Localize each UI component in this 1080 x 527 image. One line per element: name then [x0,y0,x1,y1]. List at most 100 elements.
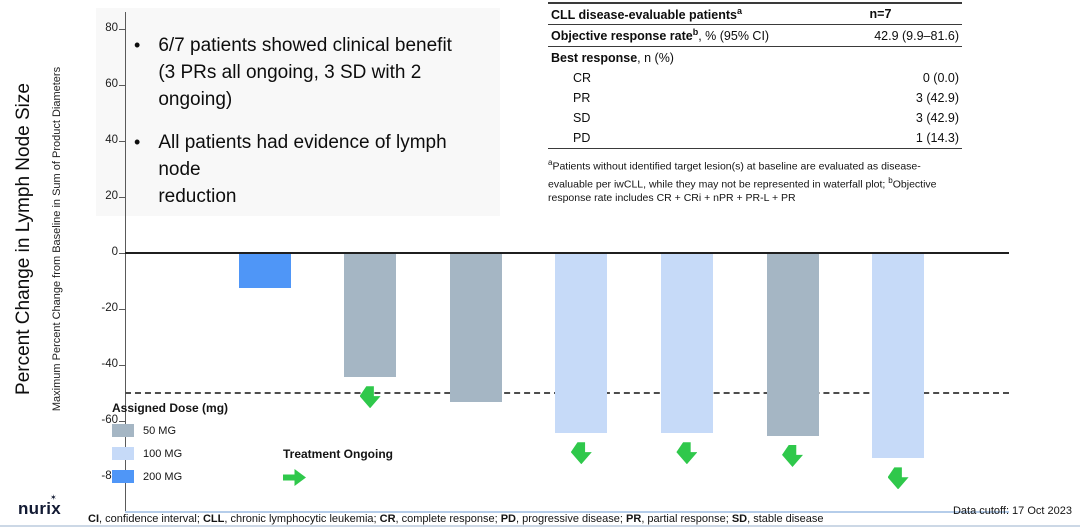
bullet-marker: • [134,35,141,55]
response-category-value: 3 (42.9) [915,91,959,105]
objective-response-rate-row: Objective response rateb, % (95% CI) 42.… [548,25,962,47]
nurix-logo-star-icon: ✶ [50,493,58,502]
y-tick-label: 20 [105,190,118,202]
best-response-subrow-cr: CR 0 (0.0) [548,68,962,88]
response-category-label: SD [573,111,591,125]
table-header-text: CLL disease-evaluable patients [551,8,737,23]
y-tick-label: -20 [101,302,118,314]
y-tick-mark [119,253,125,254]
best-response-label: Best response, n (%) [548,51,674,65]
patient-bar-4 [555,254,608,434]
best-response-subrow-pr: PR 3 (42.9) [548,88,962,108]
table-header-value: n=7 [869,7,892,21]
y-tick-label: -40 [101,358,118,370]
abbr-definition: , progressive disease; [515,513,627,525]
legend-swatch [112,447,134,460]
treatment-ongoing-arrow-icon [676,442,698,465]
y-tick-mark [119,29,125,30]
orr-label-bold: Objective response rate [551,29,693,44]
abbr-definition: , confidence interval; [99,513,203,525]
y-tick-mark [119,309,125,310]
treatment-ongoing-label: Treatment Ongoing [283,447,394,461]
patient-bar-5 [660,254,713,434]
abbr-definition: , chronic lymphocytic leukemia; [224,513,380,525]
bullet-text: All patients had evidence of lymph node … [158,132,447,207]
footnote-marker-a: a [736,5,742,16]
baseline-zero-line [125,252,1009,254]
best-response-label-bold: Best response [551,50,638,65]
treatment-ongoing-arrow-icon [283,469,306,486]
abbreviations-footer: CI, confidence interval; CLL, chronic ly… [88,513,824,525]
legend-item-label: 200 MG [143,470,183,483]
response-category-label: CR [573,71,592,85]
treatment-ongoing-legend: Treatment Ongoing [283,447,393,486]
treatment-ongoing-arrow-icon [782,445,803,467]
legend-swatch [112,424,134,437]
table-header-row: CLL disease-evaluable patientsa n=7 [548,2,962,25]
y-axis-subtitle: Maximum Percent Change from Baseline in … [51,66,63,412]
footnote-sup-a: a [548,158,553,167]
abbr-term: CR [379,513,396,525]
table-footnote: aPatients without identified target lesi… [548,156,962,206]
patient-bar-6 [766,254,819,436]
best-response-label-rest: , n (%) [637,50,674,65]
best-response-subrow-pd: PD 1 (14.3) [548,128,962,148]
key-findings-list: • 6/7 patients showed clinical benefit (3… [134,32,490,210]
y-tick-label: 60 [105,78,118,90]
orr-value: 42.9 (9.9–81.6) [874,28,959,43]
footnote-marker-b: b [692,27,699,38]
patient-bar-3 [449,254,502,403]
abbr-term: SD [731,513,748,525]
abbr-definition: , partial response; [641,513,732,525]
abbr-term: CLL [202,513,225,525]
nurix-logo-text: nurix [18,499,62,518]
bullet-item: • All patients had evidence of lymph node… [134,129,490,210]
response-category-value: 3 (42.9) [915,111,959,125]
abbr-term: CI [88,513,99,525]
table-header-label: CLL disease-evaluable patientsa [548,6,742,22]
y-tick-label: 40 [105,134,118,146]
legend-title: Assigned Dose (mg) [112,401,229,415]
footnote-text-a: Patients without identified target lesio… [548,160,921,191]
orr-label-rest: , % (95% CI) [698,29,770,44]
orr-label: Objective response rateb, % (95% CI) [548,27,769,43]
response-category-value: 1 (14.3) [915,131,959,145]
abbr-term: PD [500,513,516,525]
key-findings-panel: • 6/7 patients showed clinical benefit (3… [96,8,500,216]
y-tick-label: 0 [111,246,118,258]
footnote-text-b: Objective response rate includes CR + CR… [548,178,937,205]
treatment-ongoing-arrow-icon [887,467,909,490]
chart-bottom-border [125,511,1009,513]
response-category-value: 0 (0.0) [922,71,959,85]
y-axis-title: Percent Change in Lymph Node Size [13,83,34,395]
y-tick-mark [119,85,125,86]
patient-bar-7 [872,254,925,459]
legend-item-100-mg: 100 MG [112,447,228,460]
treatment-ongoing-arrow-icon [570,442,592,465]
data-cutoff-label: Data cutoff: 17 Oct 2023 [952,505,1072,517]
legend-item-50-mg: 50 MG [112,424,228,437]
y-axis-line [125,12,126,512]
response-category-label: PR [573,91,591,105]
patient-bar-1 [238,254,291,288]
best-response-row: Best response, n (%) [548,47,962,68]
y-tick-label: -60 [101,414,118,426]
y-tick-mark [119,421,125,422]
y-tick-mark [119,141,125,142]
footnote-sup-b: b [888,176,893,185]
bullet-marker: • [134,132,141,152]
nurix-logo: nurix ✶ [18,493,62,519]
legend-swatch [112,470,134,483]
dose-legend: Assigned Dose (mg) 50 MG 100 MG 200 MG [112,401,228,493]
response-table: CLL disease-evaluable patientsa n=7 Obje… [548,2,962,206]
best-response-subrows: CR 0 (0.0) PR 3 (42.9) SD 3 (42.9) PD 1 (14.3) [548,68,962,149]
abbr-term: PR [626,513,642,525]
bullet-text: 6/7 patients showed clinical benefit (3 … [158,35,452,110]
y-tick-mark [119,197,125,198]
best-response-subrow-sd: SD 3 (42.9) [548,108,962,128]
abbr-definition: , stable disease [747,513,824,525]
patient-bar-2 [344,254,397,378]
y-tick-mark [119,365,125,366]
slide-bottom-rule [0,525,1080,527]
